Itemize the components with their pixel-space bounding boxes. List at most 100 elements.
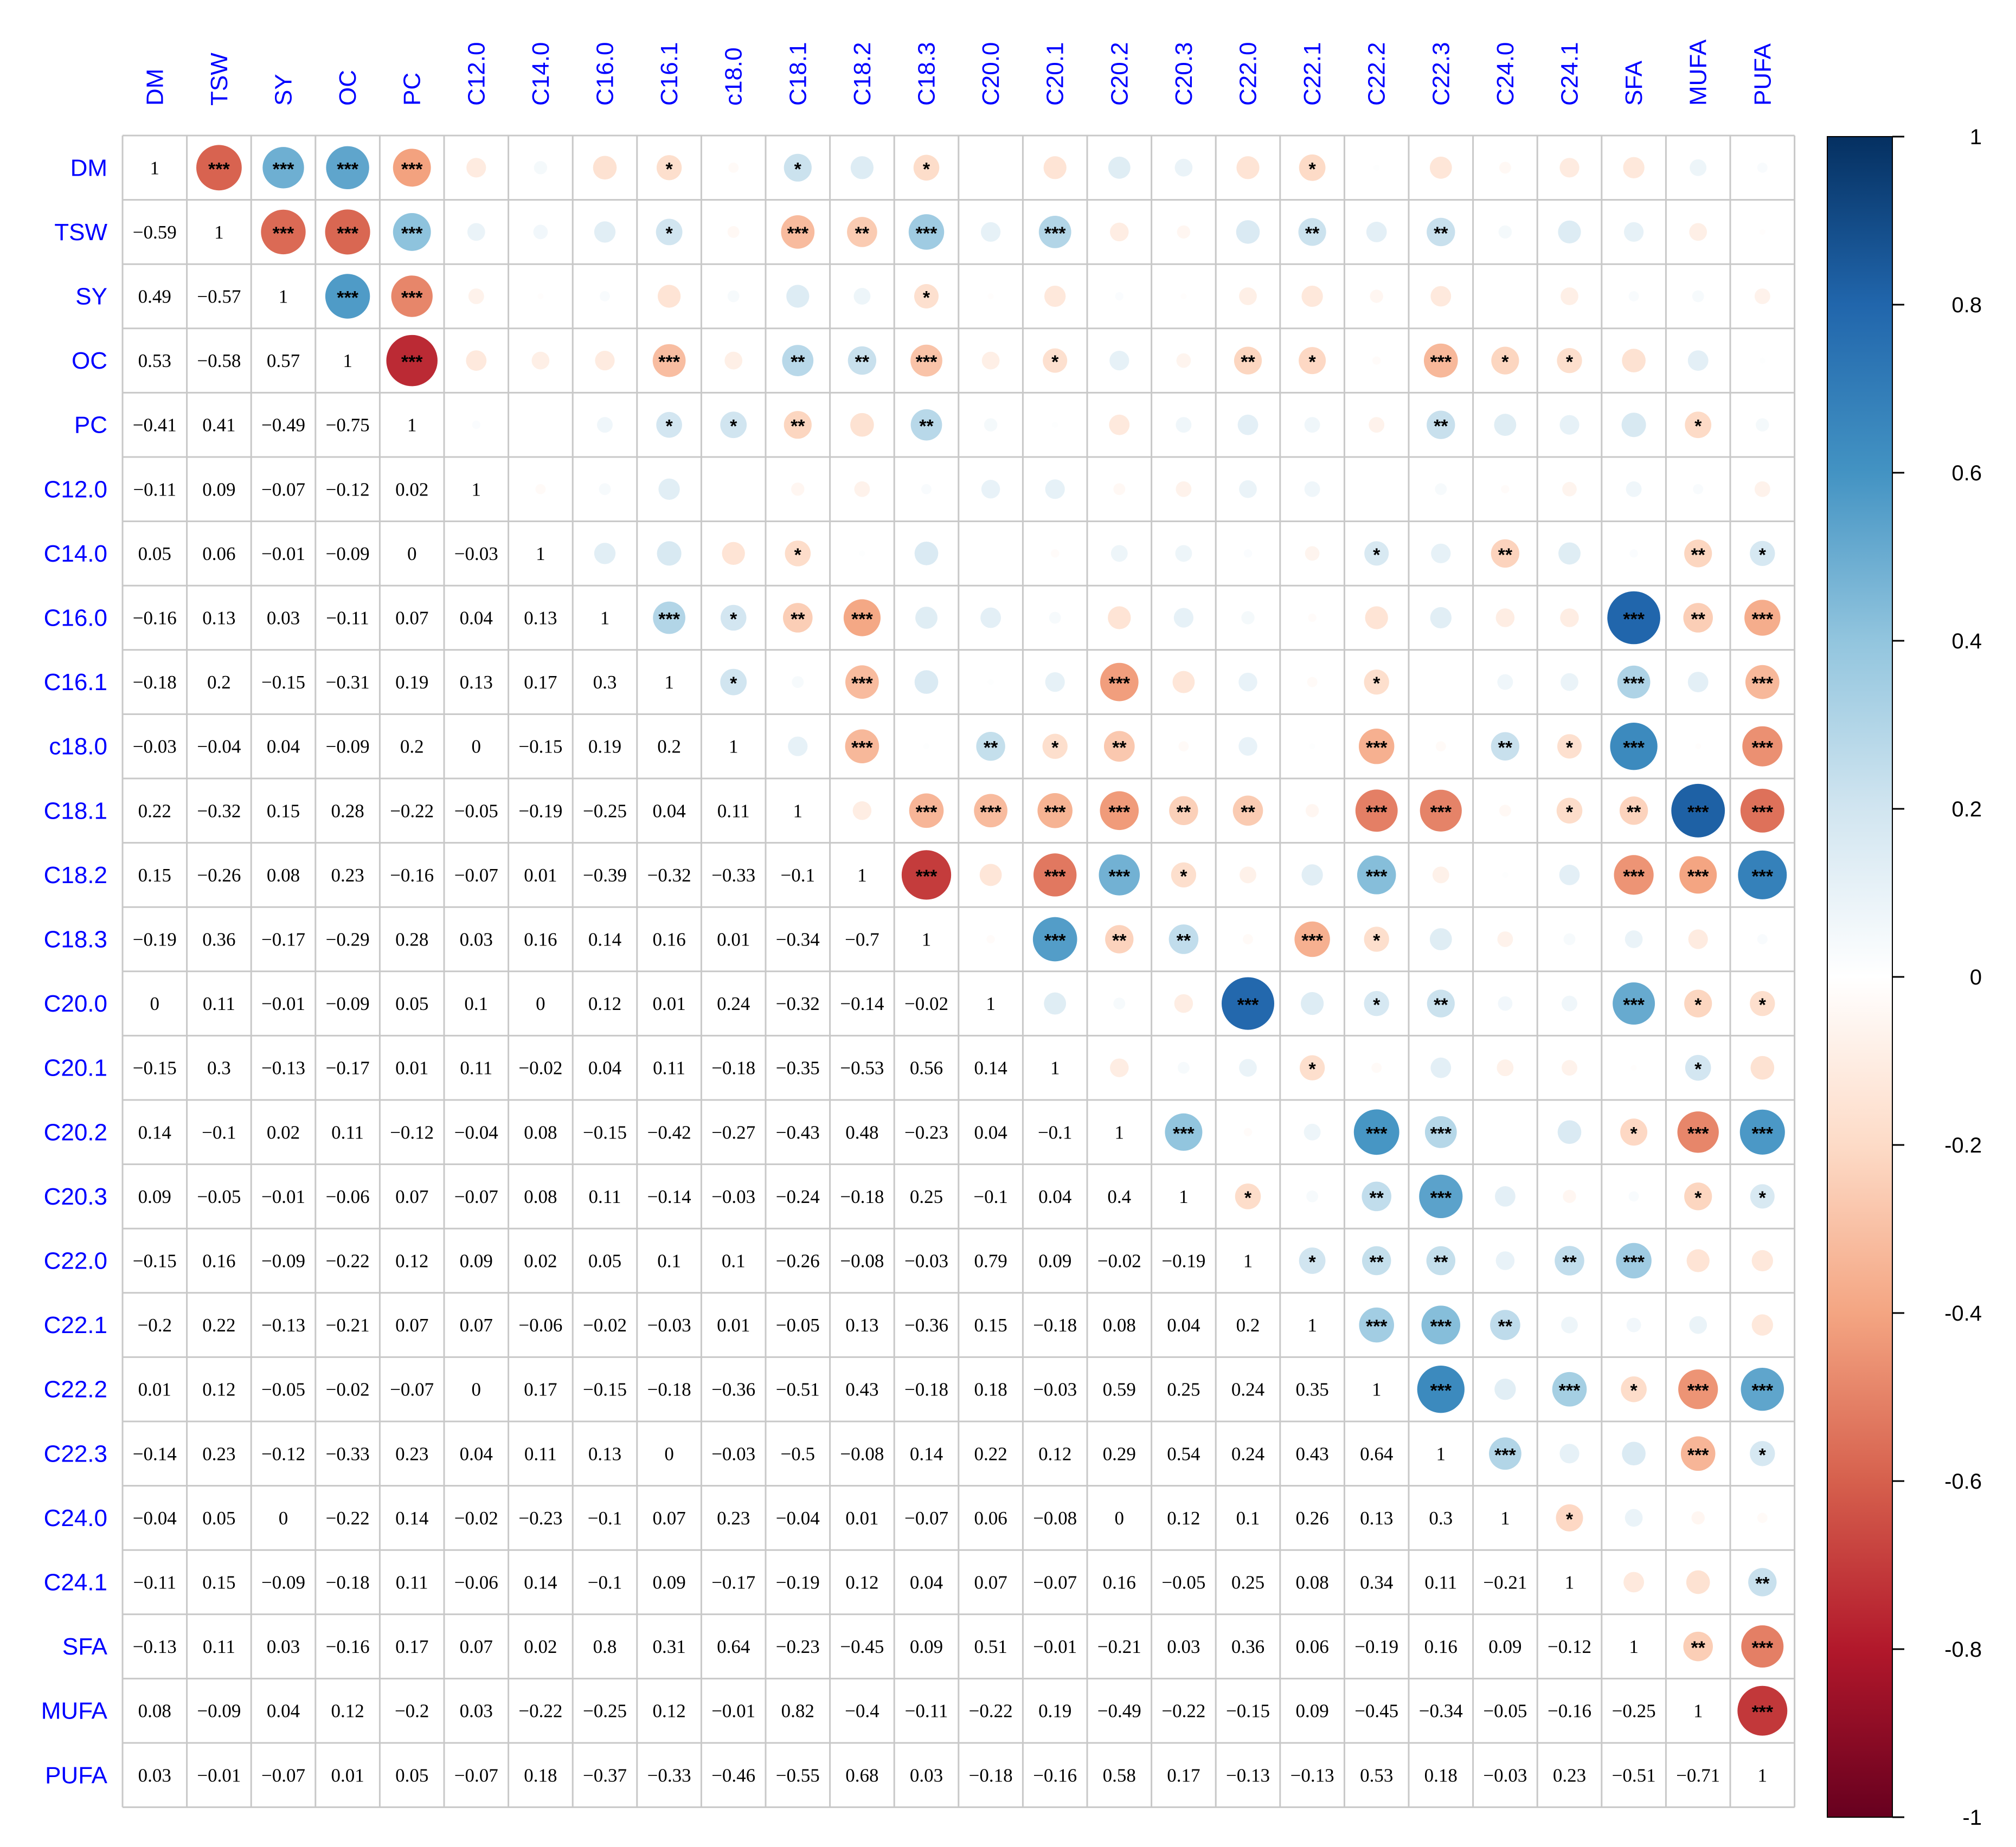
corr-circle-C18.3-C22.3 — [1429, 928, 1452, 950]
corr-circle-C14.0-C20.1 — [1050, 549, 1060, 558]
corr-value-C22.3-C18.1: −0.5 — [781, 1443, 816, 1464]
corr-value-C18.3-C12.0: 0.03 — [460, 929, 493, 950]
corr-value-c18.0-SY: 0.04 — [267, 736, 300, 757]
corr-circle-SY-C16.0 — [600, 291, 610, 301]
colorbar-tick-label: -0.8 — [1944, 1638, 1982, 1662]
corr-value-C20.2-C14.0: 0.08 — [524, 1122, 557, 1143]
corr-value-C24.0-PC: 0.14 — [395, 1508, 428, 1529]
corr-value-SFA-C20.2: −0.21 — [1097, 1636, 1141, 1657]
corr-circle-TSW-SY — [261, 209, 306, 255]
corr-value-C22.3-C20.3: 0.54 — [1167, 1443, 1200, 1464]
corr-value-C22.2-C20.2: 0.59 — [1103, 1379, 1136, 1400]
corr-circle-C20.2-MUFA — [1677, 1111, 1719, 1153]
corr-value-MUFA-c18.0: −0.01 — [711, 1701, 755, 1722]
corr-circle-C12.0-C20.3 — [1176, 481, 1192, 497]
corr-circle-TSW-C22.0 — [1236, 220, 1260, 244]
corr-circle-SY-C16.1 — [657, 285, 681, 308]
corr-circle-C16.1-SFA — [1617, 665, 1651, 699]
col-label-OC: OC — [335, 70, 361, 106]
corr-circle-C18.2-C22.1 — [1301, 864, 1323, 886]
sig-mark-C22.3-MUFA: *** — [1687, 1445, 1709, 1465]
corr-value-C22.2-C20.0: 0.18 — [974, 1379, 1007, 1400]
corr-value-C22.0-SY: −0.09 — [261, 1251, 305, 1272]
sig-mark-C24.1-PUFA: ** — [1755, 1574, 1770, 1594]
corr-value-C22.2-C12.0: 0 — [472, 1379, 481, 1400]
sig-mark-C16.0-C18.1: ** — [791, 609, 805, 630]
sig-mark-C18.1-C22.3: *** — [1430, 802, 1452, 822]
corr-circle-C18.3-C24.0 — [1497, 931, 1513, 947]
corr-value-C18.1-OC: 0.28 — [331, 800, 364, 821]
corr-circle-C22.0-C22.2 — [1362, 1246, 1391, 1276]
corr-value-C20.3-TSW: −0.05 — [197, 1186, 241, 1207]
sig-mark-C18.1-MUFA: *** — [1687, 802, 1709, 822]
sig-mark-C20.1-C22.1: * — [1308, 1059, 1316, 1080]
sig-mark-c18.0-C20.2: ** — [1112, 738, 1127, 758]
corr-value-C18.3-c18.0: 0.01 — [717, 929, 750, 950]
corr-value-PC-PC: 1 — [407, 415, 417, 436]
corr-value-C20.1-C16.0: 0.04 — [588, 1058, 621, 1079]
colorbar-tick-label: 0.6 — [1951, 461, 1982, 485]
corr-value-C22.2-C22.2: 1 — [1372, 1379, 1382, 1400]
corr-value-C16.0-C16.0: 1 — [600, 608, 610, 629]
corr-value-MUFA-PC: −0.2 — [395, 1701, 429, 1722]
corr-value-C18.1-C16.1: 0.04 — [652, 800, 685, 821]
sig-mark-TSW-C18.3: *** — [916, 223, 938, 244]
colorbar-tick-label: 0.8 — [1951, 293, 1982, 317]
corr-circle-c18.0-C20.3 — [1178, 741, 1189, 752]
corr-value-C16.1-C14.0: 0.17 — [524, 672, 557, 693]
corr-circle-C22.3-C24.0 — [1489, 1437, 1521, 1470]
corr-value-C16.0-C12.0: 0.04 — [460, 608, 493, 629]
corr-value-MUFA-C22.3: −0.34 — [1419, 1701, 1463, 1722]
corr-circle-C22.1-C22.2 — [1359, 1307, 1394, 1343]
corr-circle-DM-C12.0 — [466, 158, 486, 178]
corr-circle-DM-C14.0 — [534, 161, 548, 175]
corr-circle-c18.0-C22.1 — [1309, 743, 1315, 750]
row-label-C14.0: C14.0 — [44, 540, 107, 567]
corr-value-C24.0-DM: −0.04 — [133, 1508, 177, 1529]
corr-circle-PC-C16.1 — [656, 411, 682, 438]
corr-circle-C16.0-c18.0 — [720, 604, 747, 631]
corr-value-MUFA-C12.0: 0.03 — [460, 1701, 493, 1722]
corr-circle-C24.0-SFA — [1625, 1509, 1643, 1527]
corr-value-C24.0-OC: −0.22 — [326, 1508, 370, 1529]
corr-circle-C22.1-MUFA — [1689, 1316, 1707, 1334]
corr-value-C22.0-C22.0: 1 — [1243, 1251, 1253, 1272]
corr-circle-C18.1-C22.3 — [1420, 789, 1462, 832]
corr-value-C12.0-OC: −0.12 — [326, 479, 370, 500]
corr-value-C18.2-C16.1: −0.32 — [647, 865, 691, 886]
corr-value-c18.0-c18.0: 1 — [729, 736, 739, 757]
sig-mark-C20.0-C22.0: *** — [1237, 995, 1259, 1015]
sig-mark-c18.0-C24.0: ** — [1498, 738, 1513, 758]
corr-circle-DM-C16.0 — [593, 156, 617, 180]
row-label-C16.1: C16.1 — [44, 669, 107, 696]
corr-circle-PC-PUFA — [1756, 418, 1769, 432]
sig-mark-MUFA-PUFA: *** — [1751, 1702, 1773, 1723]
corr-circle-OC-C20.2 — [1109, 351, 1129, 371]
sig-mark-C18.3-C22.2: * — [1373, 931, 1381, 951]
corr-value-C24.1-PC: 0.11 — [396, 1572, 428, 1593]
corr-value-C22.1-C18.3: −0.36 — [904, 1315, 948, 1336]
sig-mark-C20.2-MUFA: *** — [1687, 1123, 1709, 1144]
corr-value-MUFA-DM: 0.08 — [138, 1701, 171, 1722]
corr-value-PUFA-c18.0: −0.46 — [711, 1765, 755, 1786]
corr-circle-PC-C24.0 — [1494, 414, 1517, 436]
corr-circle-C14.0-C22.0 — [1243, 549, 1253, 558]
sig-mark-C16.0-MUFA: ** — [1691, 609, 1705, 630]
corr-value-C18.3-TSW: 0.36 — [202, 929, 235, 950]
corr-circle-PC-SFA — [1621, 413, 1646, 437]
sig-mark-DM-TSW: *** — [208, 159, 230, 179]
corr-value-PUFA-C20.0: −0.18 — [969, 1765, 1013, 1786]
corr-circle-OC-C18.1 — [782, 345, 814, 376]
row-label-OC: OC — [72, 347, 107, 374]
corr-value-C22.2-C14.0: 0.17 — [524, 1379, 557, 1400]
corr-circle-C20.2-C20.3 — [1165, 1113, 1203, 1151]
col-label-C18.1: C18.1 — [785, 42, 811, 106]
corr-value-OC-SY: 0.57 — [267, 350, 300, 371]
corr-circle-C12.0-C18.2 — [854, 481, 870, 497]
corr-circle-TSW-PUFA — [1759, 229, 1765, 235]
corr-value-C24.1-TSW: 0.15 — [202, 1572, 235, 1593]
corr-value-MUFA-C24.0: −0.05 — [1483, 1701, 1527, 1722]
corr-value-C24.1-C18.2: 0.12 — [845, 1572, 878, 1593]
row-label-C22.2: C22.2 — [44, 1376, 107, 1403]
corr-circle-C14.0-C24.0 — [1491, 539, 1520, 568]
